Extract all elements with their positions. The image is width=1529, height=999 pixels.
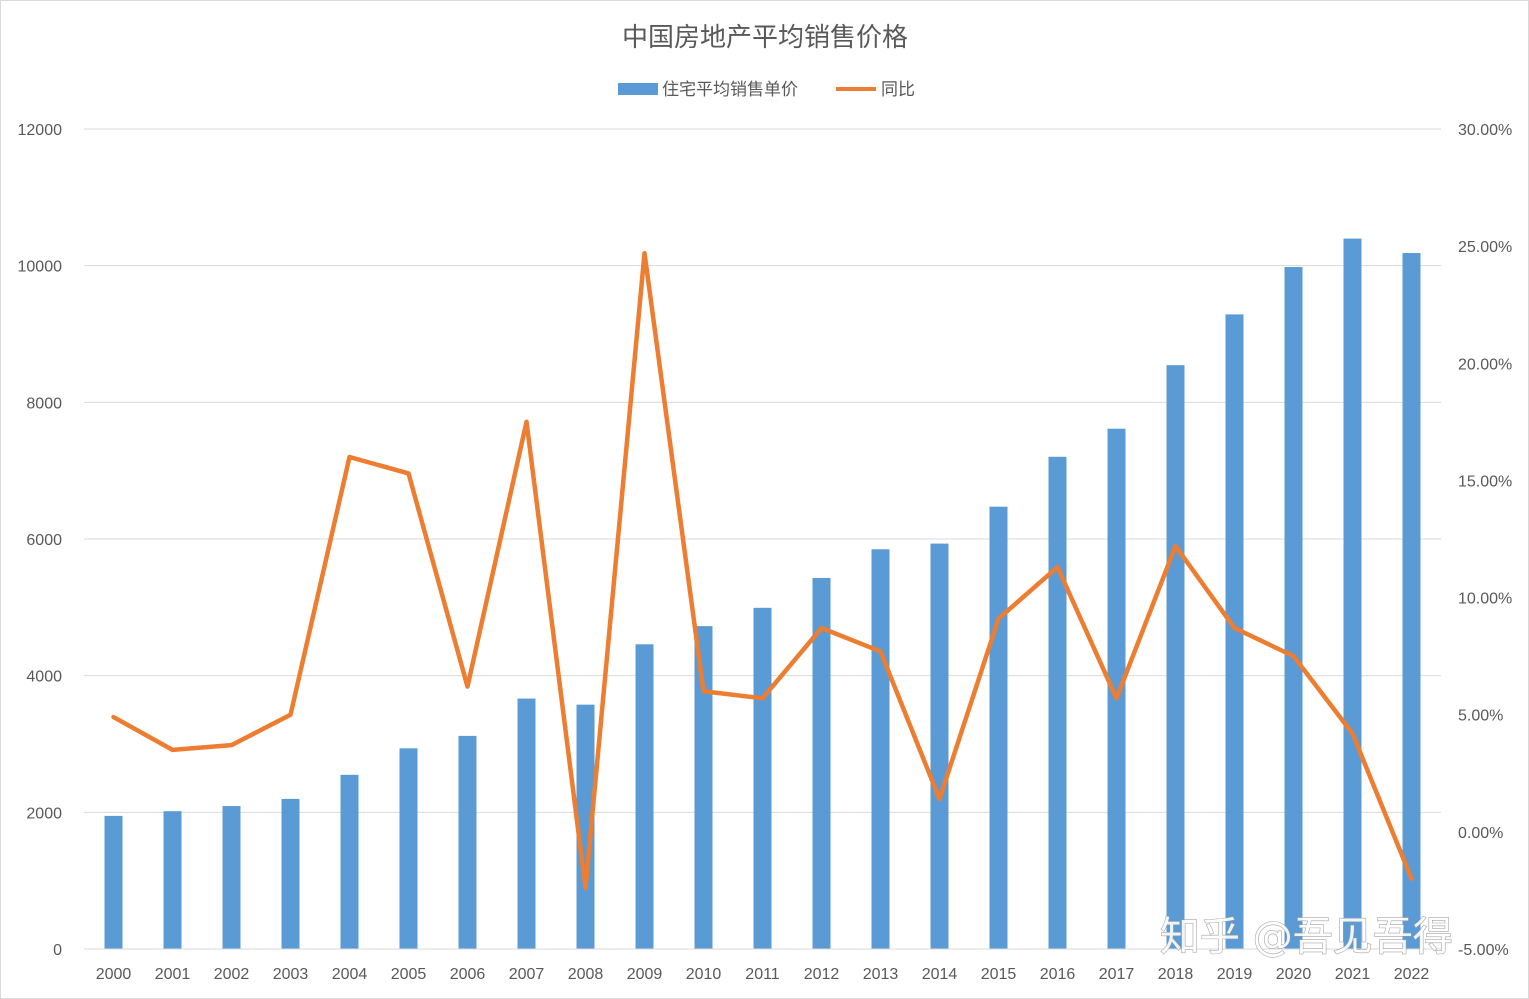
bar: [1048, 456, 1067, 949]
x-tick-label: 2016: [1040, 966, 1076, 983]
x-tick-label: 2003: [273, 966, 309, 983]
bar-series: [104, 238, 1421, 950]
right-tick-label: 10.00%: [1458, 591, 1512, 608]
bar: [930, 543, 949, 949]
right-tick-label: 5.00%: [1458, 708, 1503, 725]
x-tick-label: 2019: [1217, 966, 1253, 983]
bar: [1225, 314, 1244, 950]
gridlines: [84, 128, 1441, 813]
left-tick-label: 6000: [26, 532, 62, 549]
left-tick-label: 2000: [26, 805, 62, 822]
bar: [1284, 267, 1303, 949]
x-tick-label: 2017: [1099, 966, 1135, 983]
x-axis: 2000 2001 2002 2003 2004 2005 2006 2007 2008 2009…: [84, 948, 1441, 983]
right-tick-label: 30.00%: [1458, 122, 1512, 139]
bar: [399, 748, 418, 949]
x-tick-label: 2004: [332, 966, 368, 983]
x-tick-label: 2015: [981, 966, 1017, 983]
right-tick-label: -5.00%: [1458, 942, 1509, 959]
x-tick-label: 2011: [745, 966, 780, 983]
bar: [989, 506, 1008, 949]
bar: [281, 798, 300, 949]
legend: 住宅平均销售单价 同比: [618, 80, 915, 100]
bar: [694, 626, 713, 949]
bar: [635, 644, 654, 949]
x-tick-label: 2022: [1394, 966, 1430, 983]
x-tick-label: 2013: [863, 966, 899, 983]
bar: [1166, 365, 1185, 949]
bar: [458, 735, 477, 949]
yoy-line: [111, 250, 1414, 891]
right-tick-label: 20.00%: [1458, 356, 1512, 373]
x-tick-label: 2008: [568, 966, 604, 983]
x-tick-label: 2010: [686, 966, 722, 983]
left-tick-label: 12000: [18, 122, 63, 139]
bar: [104, 815, 123, 949]
bar: [1343, 238, 1362, 949]
bar: [753, 607, 772, 949]
x-tick-label: 2014: [922, 966, 958, 983]
x-tick-label: 2000: [96, 966, 132, 983]
left-tick-label: 4000: [26, 669, 62, 686]
bar: [222, 806, 241, 949]
bar: [340, 774, 359, 949]
x-tick-label: 2012: [804, 966, 840, 983]
x-tick-label: 2005: [391, 966, 427, 983]
left-tick-label: 0: [53, 942, 62, 959]
right-axis: -5.00% 0.00% 5.00% 10.00% 15.00% 20.00% 25.00%…: [1458, 122, 1512, 959]
x-tick-label: 2001: [155, 966, 191, 983]
x-tick-label: 2007: [509, 966, 545, 983]
left-tick-label: 10000: [18, 259, 63, 276]
bar: [812, 577, 831, 949]
x-tick-label: 2002: [214, 966, 250, 983]
x-tick-label: 2020: [1276, 966, 1312, 983]
x-tick-label: 2009: [627, 966, 663, 983]
x-tick-label: 2006: [450, 966, 486, 983]
bar: [576, 704, 595, 949]
legend-label-yoy: 同比: [881, 80, 915, 100]
legend-label-price: 住宅平均销售单价: [662, 80, 798, 100]
left-axis: 0 2000 4000 6000 8000 10000 12000: [18, 122, 63, 959]
chart-title: 中国房地产平均销售价格: [622, 23, 908, 53]
right-tick-label: 0.00%: [1458, 825, 1503, 842]
left-tick-label: 8000: [26, 395, 62, 412]
bar: [1402, 253, 1421, 949]
line-series: [111, 250, 1414, 891]
bar: [1107, 428, 1126, 950]
watermark: 知乎 @吾见吾得: [1160, 914, 1453, 960]
bar: [163, 811, 182, 949]
x-tick-label: 2018: [1158, 966, 1194, 983]
legend-bar-swatch: [618, 83, 658, 95]
bar: [517, 698, 536, 949]
right-tick-label: 15.00%: [1458, 473, 1512, 490]
right-tick-label: 25.00%: [1458, 239, 1512, 256]
bar: [871, 549, 890, 949]
x-tick-label: 2021: [1335, 966, 1371, 983]
